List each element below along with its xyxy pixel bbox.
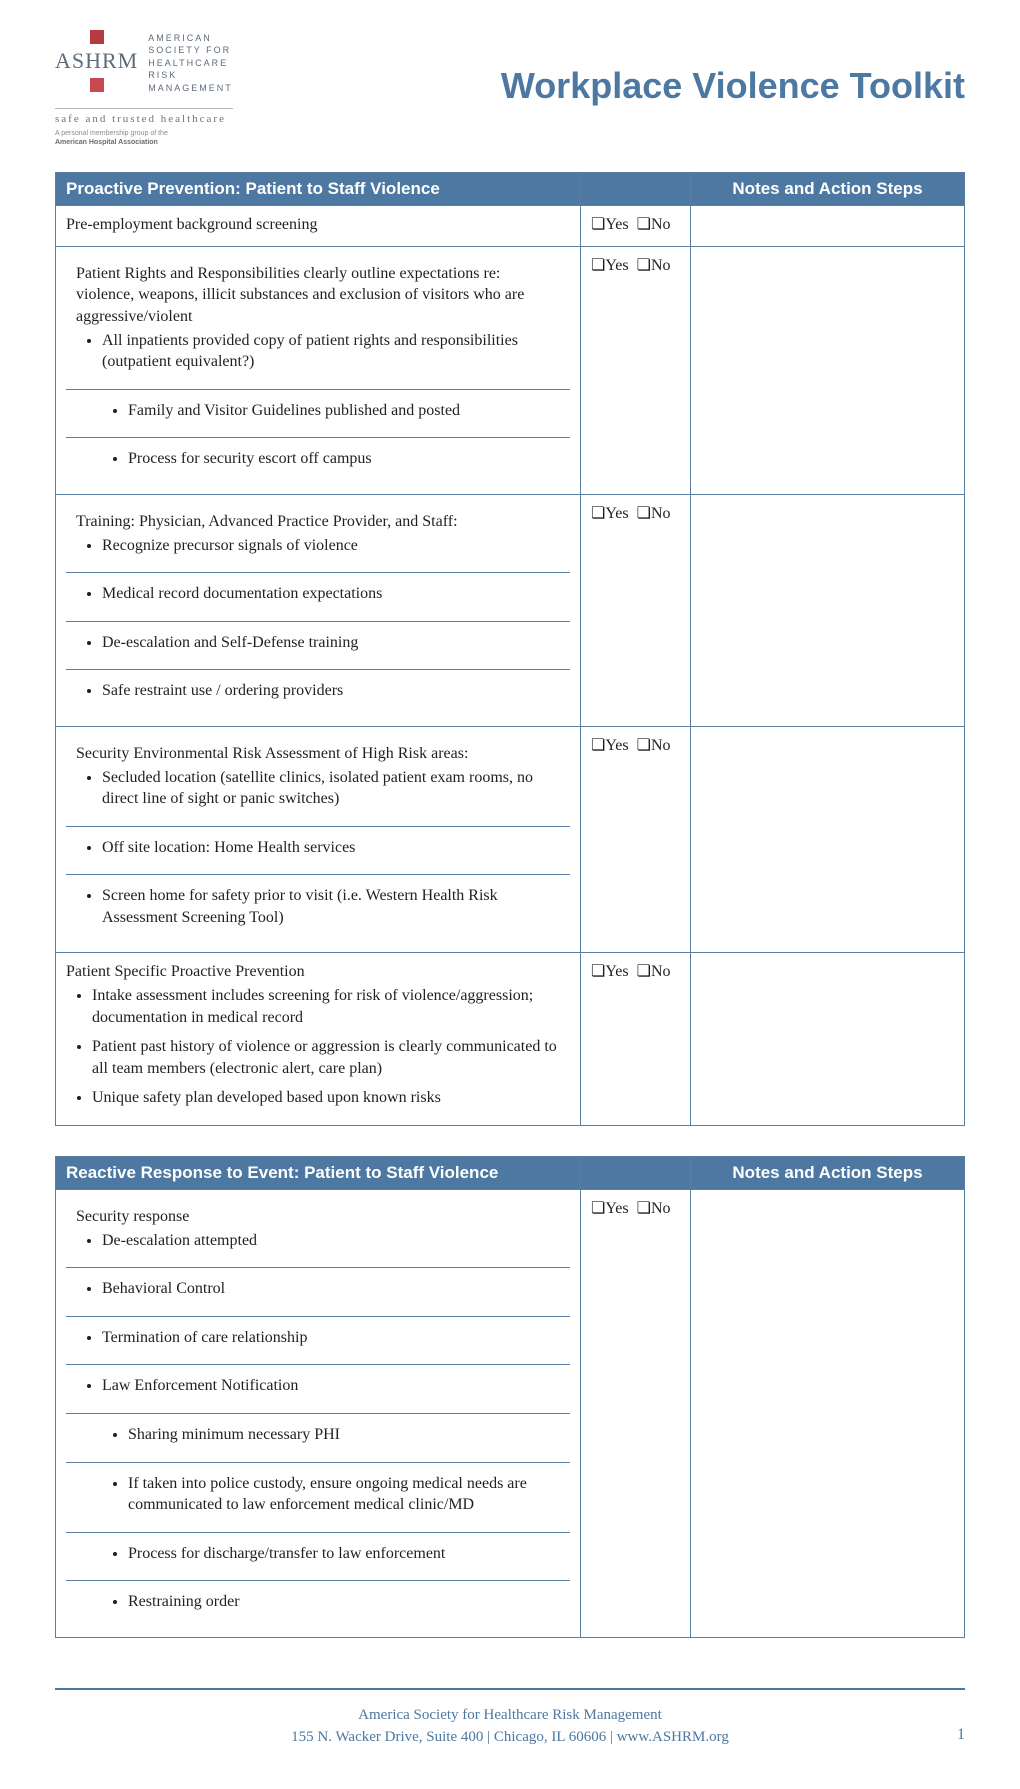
table-row: Patient Rights and Responsibilities clea… xyxy=(56,246,581,494)
checkbox-icon[interactable]: ❏ xyxy=(591,503,605,525)
row-sub-item: Secluded location (satellite clinics, is… xyxy=(102,767,560,810)
table2-yn-header xyxy=(581,1157,691,1190)
checkbox-icon[interactable]: ❏ xyxy=(591,255,605,277)
row-sub-item: Unique safety plan developed based upon … xyxy=(92,1087,570,1109)
checkbox-icon[interactable]: ❏ xyxy=(637,214,651,236)
table-row: Patient Specific Proactive PreventionInt… xyxy=(56,953,581,1126)
brand-org-name: AMERICAN SOCIETY FOR HEALTHCARE RISK MAN… xyxy=(148,32,233,95)
proactive-prevention-table: Proactive Prevention: Patient to Staff V… xyxy=(55,172,965,1126)
row-main-text: Training: Physician, Advanced Practice P… xyxy=(76,511,560,533)
checkbox-icon[interactable]: ❏ xyxy=(591,961,605,983)
logo-square-icon xyxy=(90,78,104,92)
row-sub-item: Screen home for safety prior to visit (i… xyxy=(102,885,560,928)
row-main-text: Patient Specific Proactive Prevention xyxy=(66,961,570,983)
notes-cell[interactable] xyxy=(691,953,965,1126)
row-sub-item: De-escalation attempted xyxy=(102,1230,560,1252)
checkbox-icon[interactable]: ❏ xyxy=(637,735,651,757)
reactive-response-table: Reactive Response to Event: Patient to S… xyxy=(55,1156,965,1638)
footer-line2: 155 N. Wacker Drive, Suite 400 | Chicago… xyxy=(55,1726,965,1749)
row-sub-item: Recognize precursor signals of violence xyxy=(102,535,560,557)
checkbox-icon[interactable]: ❏ xyxy=(637,961,651,983)
notes-cell[interactable] xyxy=(691,494,965,726)
table-row: Security responseDe-escalation attempted… xyxy=(56,1190,581,1638)
yes-no-cell: ❏Yes ❏No xyxy=(581,1190,691,1638)
page-title: Workplace Violence Toolkit xyxy=(501,65,965,107)
row-sub-item: All inpatients provided copy of patient … xyxy=(102,330,560,373)
checkbox-icon[interactable]: ❏ xyxy=(637,1198,651,1220)
brand-tagline: safe and trusted healthcare xyxy=(55,108,233,125)
row-sub-item: Termination of care relationship xyxy=(102,1327,560,1349)
row-main-text: Patient Rights and Responsibilities clea… xyxy=(76,263,560,328)
checkbox-icon[interactable]: ❏ xyxy=(591,214,605,236)
row-sub-item: Safe restraint use / ordering providers xyxy=(102,680,560,702)
row-subsub-item: Process for security escort off campus xyxy=(128,448,560,470)
table1-title: Proactive Prevention: Patient to Staff V… xyxy=(56,173,581,206)
page-number: 1 xyxy=(957,1723,965,1747)
yes-no-cell: ❏Yes ❏No xyxy=(581,494,691,726)
row-subsub-item: Restraining order xyxy=(128,1591,560,1613)
checkbox-icon[interactable]: ❏ xyxy=(591,1198,605,1220)
logo-block: ASHRM AMERICAN SOCIETY FOR HEALTHCARE RI… xyxy=(55,30,233,147)
table2-notes-header: Notes and Action Steps xyxy=(691,1157,965,1190)
row-subsub-item: Family and Visitor Guidelines published … xyxy=(128,400,560,422)
row-main-text: Security response xyxy=(76,1206,560,1228)
brand-subtag: A personal membership group of the Ameri… xyxy=(55,129,233,147)
table-row: Training: Physician, Advanced Practice P… xyxy=(56,494,581,726)
logo-square-icon xyxy=(90,30,104,44)
checkbox-icon[interactable]: ❏ xyxy=(637,255,651,277)
table1-notes-header: Notes and Action Steps xyxy=(691,173,965,206)
table-row: Security Environmental Risk Assessment o… xyxy=(56,726,581,953)
yes-no-cell: ❏Yes ❏No xyxy=(581,953,691,1126)
row-sub-item: Law Enforcement Notification xyxy=(102,1375,560,1397)
row-main-text: Pre-employment background screening xyxy=(66,214,570,236)
row-sub-item: Patient past history of violence or aggr… xyxy=(92,1036,570,1079)
footer: America Society for Healthcare Risk Mana… xyxy=(55,1704,965,1749)
notes-cell[interactable] xyxy=(691,206,965,247)
checkbox-icon[interactable]: ❏ xyxy=(591,735,605,757)
row-sub-item: Intake assessment includes screening for… xyxy=(92,985,570,1028)
row-subsub-item: If taken into police custody, ensure ong… xyxy=(128,1473,560,1516)
row-main-text: Security Environmental Risk Assessment o… xyxy=(76,743,560,765)
row-sub-item: Medical record documentation expectation… xyxy=(102,583,560,605)
row-subsub-item: Process for discharge/transfer to law en… xyxy=(128,1543,560,1565)
table1-yn-header xyxy=(581,173,691,206)
table-row: Pre-employment background screening xyxy=(56,206,581,247)
row-sub-item: Off site location: Home Health services xyxy=(102,837,560,859)
brand-acronym: ASHRM xyxy=(55,48,138,74)
footer-rule xyxy=(55,1688,965,1690)
yes-no-cell: ❏Yes ❏No xyxy=(581,206,691,247)
table2-title: Reactive Response to Event: Patient to S… xyxy=(56,1157,581,1190)
checkbox-icon[interactable]: ❏ xyxy=(637,503,651,525)
yes-no-cell: ❏Yes ❏No xyxy=(581,726,691,953)
notes-cell[interactable] xyxy=(691,726,965,953)
row-sub-item: De-escalation and Self-Defense training xyxy=(102,632,560,654)
yes-no-cell: ❏Yes ❏No xyxy=(581,246,691,494)
row-subsub-item: Sharing minimum necessary PHI xyxy=(128,1424,560,1446)
notes-cell[interactable] xyxy=(691,246,965,494)
notes-cell[interactable] xyxy=(691,1190,965,1638)
footer-line1: America Society for Healthcare Risk Mana… xyxy=(55,1704,965,1727)
row-sub-item: Behavioral Control xyxy=(102,1278,560,1300)
